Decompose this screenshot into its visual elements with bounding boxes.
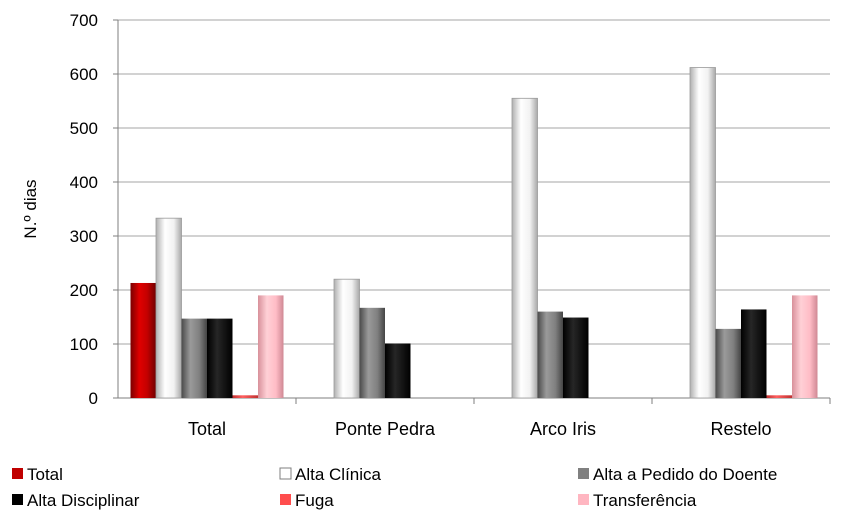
y-tick-label: 600 (70, 65, 98, 84)
legend-swatch (12, 468, 23, 479)
bar (537, 311, 563, 398)
bar (385, 343, 411, 398)
bar (155, 217, 182, 399)
bars (130, 67, 818, 399)
bar (563, 317, 589, 398)
gridlines (118, 19, 830, 345)
y-axis-title: N.º dias (21, 179, 40, 238)
legend-swatch (280, 494, 291, 505)
bar (181, 318, 207, 398)
y-tick-label: 300 (70, 227, 98, 246)
bar (715, 328, 741, 398)
y-tick-label: 500 (70, 119, 98, 138)
bar (741, 309, 767, 398)
y-tick-label: 200 (70, 281, 98, 300)
legend-label: Transferência (593, 491, 697, 510)
legend-label: Alta Disciplinar (27, 491, 140, 510)
legend-label: Total (27, 465, 63, 484)
y-tick-label: 700 (70, 11, 98, 30)
bar (232, 395, 258, 398)
bar (130, 282, 156, 398)
bar (689, 67, 716, 399)
bar (792, 295, 818, 398)
legend: Total Alta Clínica Alta a Pedido do Doente… (12, 465, 777, 510)
bar (359, 307, 385, 398)
legend-label: Fuga (295, 491, 334, 510)
x-category-label: Restelo (710, 419, 771, 439)
y-tick-label: 400 (70, 173, 98, 192)
legend-label: Alta a Pedido do Doente (593, 465, 777, 484)
legend-label: Alta Clínica (295, 465, 382, 484)
y-tick-label: 100 (70, 335, 98, 354)
bar (511, 97, 538, 399)
bar (258, 295, 284, 398)
x-category-label: Total (188, 419, 226, 439)
x-category-label: Arco Iris (530, 419, 596, 439)
axis-labels: 0 100 200 300 400 500 600 700 N.º dias Total Ponte… (21, 11, 772, 439)
legend-swatch (12, 494, 23, 505)
bar (333, 278, 360, 399)
legend-swatch (279, 467, 292, 480)
bar (207, 318, 233, 398)
y-tick-label: 0 (89, 389, 98, 408)
x-category-label: Ponte Pedra (335, 419, 436, 439)
legend-swatch (578, 468, 589, 479)
bar (766, 395, 792, 398)
legend-swatch (578, 494, 589, 505)
